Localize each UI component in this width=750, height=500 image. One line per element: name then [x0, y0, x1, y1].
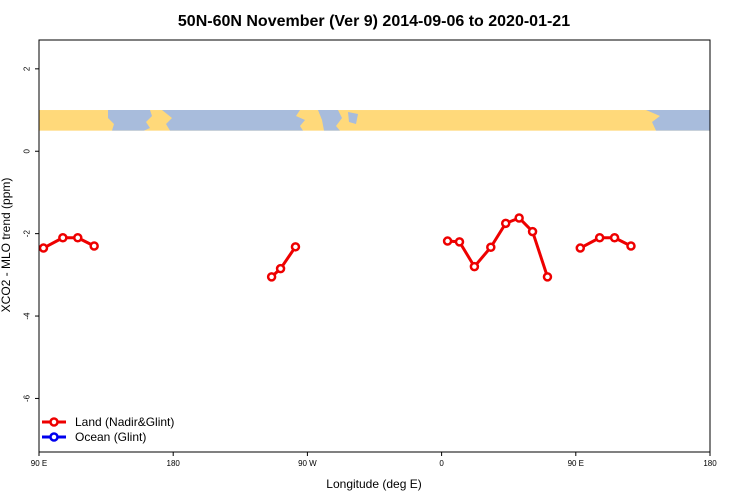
- data-point: [527, 226, 538, 237]
- map-band: [39, 110, 710, 131]
- data-point: [73, 233, 83, 243]
- data-point: [38, 243, 49, 253]
- data-point: [575, 243, 586, 253]
- data-point: [469, 261, 480, 272]
- x-tick-label: 0: [439, 459, 444, 468]
- data-point: [514, 213, 524, 223]
- y-tick-label: -2: [23, 230, 32, 238]
- y-tick-label: 0: [23, 148, 32, 153]
- data-point: [454, 237, 465, 247]
- x-tick-label: 90 E: [31, 459, 47, 468]
- x-axis-label: Longitude (deg E): [326, 477, 421, 491]
- y-tick-label: -6: [23, 394, 32, 402]
- legend-swatch-marker: [49, 432, 59, 442]
- x-tick-label: 180: [167, 459, 181, 468]
- legend-label: Land (Nadir&Glint): [75, 415, 174, 429]
- series-layer: [38, 213, 636, 282]
- data-point: [290, 242, 301, 252]
- map-ocean-region: [108, 110, 152, 131]
- map-ocean-region: [162, 110, 305, 131]
- data-point: [486, 242, 496, 252]
- map-ocean-region: [348, 112, 358, 125]
- map-ocean-region: [646, 110, 710, 131]
- data-point: [58, 233, 68, 243]
- data-point: [542, 272, 553, 282]
- data-point: [89, 241, 99, 251]
- data-point: [275, 263, 286, 274]
- data-point: [626, 241, 636, 251]
- map-ocean-region: [318, 110, 342, 131]
- series-0: [38, 213, 636, 282]
- data-point: [500, 218, 511, 229]
- series-line: [42, 236, 95, 250]
- legend: Land (Nadir&Glint)Ocean (Glint): [42, 415, 174, 444]
- x-axis: 90 E 180 90 W 0 90 E 180: [31, 452, 717, 468]
- y-axis-label: XCO2 - MLO trend (ppm): [0, 178, 13, 313]
- x-tick-label: 180: [703, 459, 717, 468]
- data-point: [609, 233, 620, 243]
- x-tick-label: 90 E: [568, 459, 584, 468]
- x-tick-label: 90 W: [298, 459, 317, 468]
- chart-title: 50N-60N November (Ver 9) 2014-09-06 to 2…: [178, 13, 570, 30]
- series-line: [579, 236, 632, 250]
- data-point: [442, 236, 453, 246]
- legend-swatch-marker: [49, 417, 59, 427]
- y-tick-label: 2: [23, 66, 32, 71]
- legend-label: Ocean (Glint): [75, 430, 146, 444]
- data-point: [266, 272, 277, 282]
- data-point: [594, 233, 605, 243]
- plot-frame: [38, 39, 711, 453]
- y-axis: 2 0 -2 -4 -6: [23, 66, 39, 402]
- y-tick-label: -4: [23, 312, 32, 320]
